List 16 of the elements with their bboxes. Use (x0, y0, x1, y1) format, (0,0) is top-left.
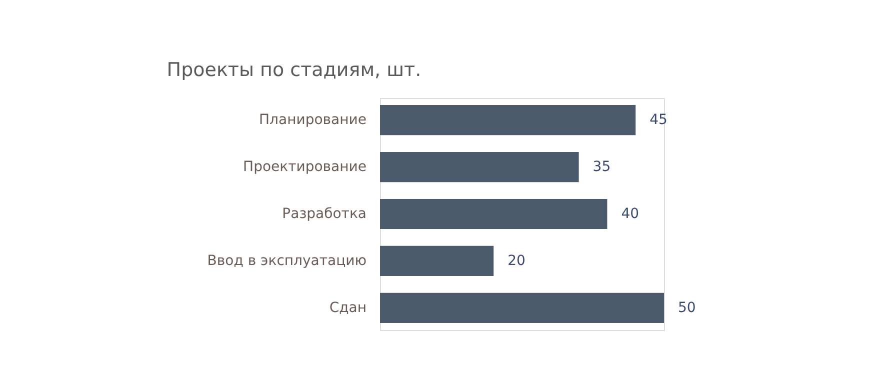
y-tick-label: Ввод в эксплуатацию (207, 252, 367, 269)
chart-title: Проекты по стадиям, шт. (166, 59, 422, 81)
y-tick-label: Планирование (259, 112, 366, 128)
data-label: 50 (678, 300, 696, 316)
data-label: 40 (621, 206, 640, 222)
data-label: 45 (650, 112, 668, 128)
bar (380, 152, 579, 182)
y-tick-label: Сдан (329, 300, 366, 316)
bar (380, 105, 636, 136)
bar (380, 198, 608, 230)
bar (380, 246, 494, 276)
y-tick-label: Проектирование (243, 159, 366, 176)
bar (380, 292, 664, 323)
y-tick-label: Разработка (282, 206, 366, 222)
data-label: 35 (592, 159, 611, 176)
data-label: 20 (508, 252, 526, 269)
